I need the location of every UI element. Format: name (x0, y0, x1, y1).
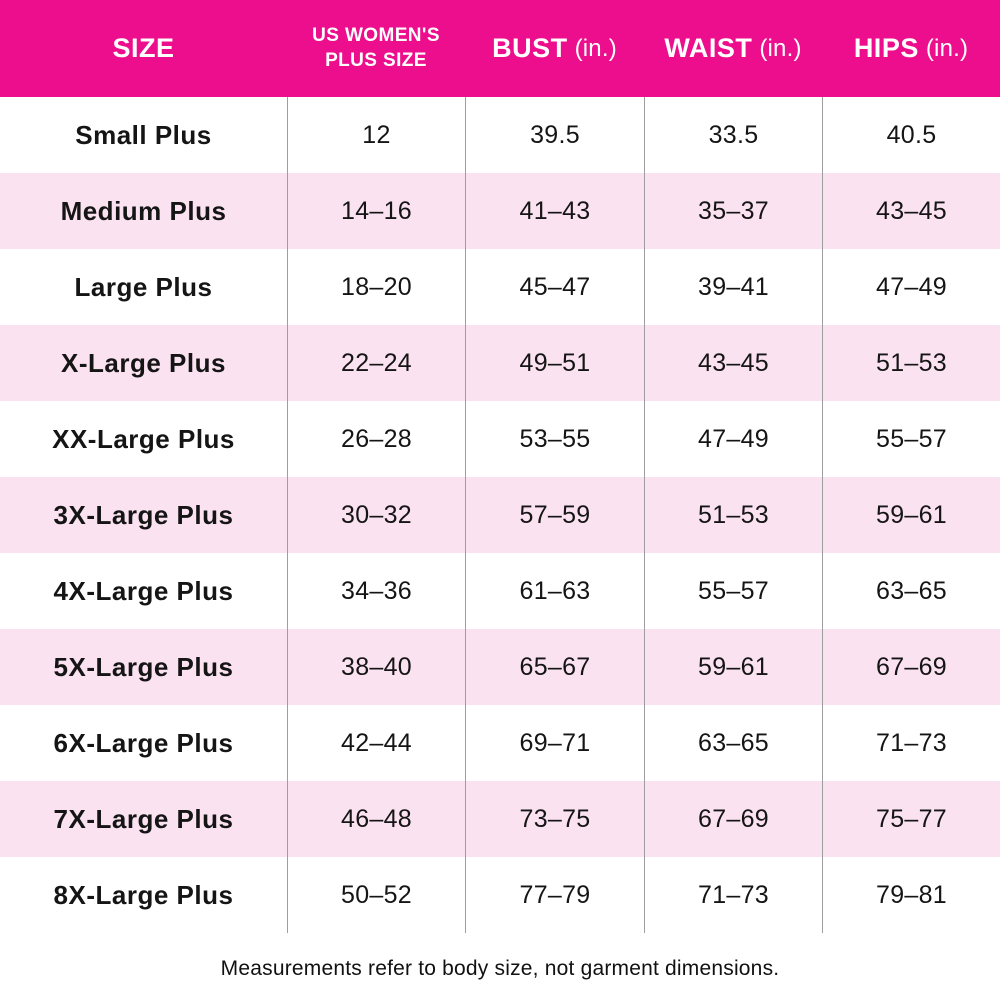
value-cell: 55–57 (822, 401, 1000, 477)
value-cell: 39–41 (644, 249, 822, 325)
table-body: Small Plus 12 39.5 33.5 40.5 Medium Plus 14–16… (0, 97, 1000, 933)
value-cell: 38–40 (287, 629, 465, 705)
table-row: 3X-Large Plus 30–32 57–59 51–53 59–61 (0, 477, 1000, 553)
column-header-unit: (in.) (925, 34, 969, 62)
table-row: 8X-Large Plus 50–52 77–79 71–73 79–81 (0, 857, 1000, 933)
size-cell: XX-Large Plus (52, 423, 235, 454)
value-cell: 43–45 (822, 173, 1000, 249)
table-row: 6X-Large Plus 42–44 69–71 63–65 71–73 (0, 705, 1000, 781)
value-cell: 40.5 (822, 97, 1000, 173)
value-cell: 65–67 (465, 629, 644, 705)
column-header-us-plus-size: US WOMEN'S PLUS SIZE (287, 0, 465, 97)
value-cell: 39.5 (465, 97, 644, 173)
value-cell: 45–47 (465, 249, 644, 325)
value-cell: 63–65 (822, 553, 1000, 629)
size-cell: X-Large Plus (61, 347, 226, 378)
value-cell: 42–44 (287, 705, 465, 781)
size-cell: Large Plus (74, 271, 213, 302)
table-row: Small Plus 12 39.5 33.5 40.5 (0, 97, 1000, 173)
value-cell: 63–65 (644, 705, 822, 781)
column-header-bust: BUST (in.) (465, 0, 644, 97)
column-header-label: SIZE (112, 33, 175, 63)
value-cell: 53–55 (465, 401, 644, 477)
value-cell: 33.5 (644, 97, 822, 173)
value-cell: 47–49 (822, 249, 1000, 325)
value-cell: 57–59 (465, 477, 644, 553)
size-cell: 3X-Large Plus (53, 499, 234, 530)
value-cell: 12 (287, 97, 465, 173)
value-cell: 41–43 (465, 173, 644, 249)
size-cell: Small Plus (75, 119, 212, 150)
table-row: Medium Plus 14–16 41–43 35–37 43–45 (0, 173, 1000, 249)
size-cell: 4X-Large Plus (53, 575, 234, 606)
column-header-waist: WAIST (in.) (644, 0, 822, 97)
value-cell: 22–24 (287, 325, 465, 401)
size-cell: 6X-Large Plus (53, 727, 234, 758)
column-header-unit: (in.) (759, 34, 802, 62)
value-cell: 50–52 (287, 857, 465, 933)
table-row: X-Large Plus 22–24 49–51 43–45 51–53 (0, 325, 1000, 401)
value-cell: 49–51 (465, 325, 644, 401)
value-cell: 69–71 (465, 705, 644, 781)
table-row: XX-Large Plus 26–28 53–55 47–49 55–57 (0, 401, 1000, 477)
column-header-label: WAIST (664, 33, 753, 63)
value-cell: 18–20 (287, 249, 465, 325)
value-cell: 34–36 (287, 553, 465, 629)
size-cell: 7X-Large Plus (53, 803, 234, 834)
value-cell: 30–32 (287, 477, 465, 553)
value-cell: 14–16 (287, 173, 465, 249)
value-cell: 59–61 (822, 477, 1000, 553)
value-cell: 79–81 (822, 857, 1000, 933)
column-header-size: SIZE (0, 0, 287, 97)
measurement-footnote: Measurements refer to body size, not gar… (220, 957, 780, 980)
column-header-label: BUST (492, 33, 568, 63)
table-row: 5X-Large Plus 38–40 65–67 59–61 67–69 (0, 629, 1000, 705)
table-row: 4X-Large Plus 34–36 61–63 55–57 63–65 (0, 553, 1000, 629)
value-cell: 73–75 (465, 781, 644, 857)
value-cell: 77–79 (465, 857, 644, 933)
value-cell: 67–69 (822, 629, 1000, 705)
size-chart-table: SIZE US WOMEN'S PLUS SIZE BUST (in.) WAI… (0, 0, 1000, 933)
value-cell: 35–37 (644, 173, 822, 249)
size-cell: 5X-Large Plus (53, 651, 234, 682)
size-cell: Medium Plus (60, 195, 227, 226)
column-header-unit: (in.) (574, 34, 617, 62)
value-cell: 55–57 (644, 553, 822, 629)
value-cell: 75–77 (822, 781, 1000, 857)
value-cell: 67–69 (644, 781, 822, 857)
column-header-label: US WOMEN'S PLUS SIZE (312, 24, 440, 71)
value-cell: 51–53 (644, 477, 822, 553)
size-cell: 8X-Large Plus (53, 879, 234, 910)
value-cell: 71–73 (822, 705, 1000, 781)
value-cell: 47–49 (644, 401, 822, 477)
value-cell: 59–61 (644, 629, 822, 705)
table-row: Large Plus 18–20 45–47 39–41 47–49 (0, 249, 1000, 325)
value-cell: 26–28 (287, 401, 465, 477)
column-header-hips: HIPS (in.) (822, 0, 1000, 97)
column-header-label: HIPS (853, 33, 919, 63)
value-cell: 46–48 (287, 781, 465, 857)
table-row: 7X-Large Plus 46–48 73–75 67–69 75–77 (0, 781, 1000, 857)
table-header-row: SIZE US WOMEN'S PLUS SIZE BUST (in.) WAI… (0, 0, 1000, 97)
value-cell: 61–63 (465, 553, 644, 629)
value-cell: 51–53 (822, 325, 1000, 401)
value-cell: 71–73 (644, 857, 822, 933)
value-cell: 43–45 (644, 325, 822, 401)
